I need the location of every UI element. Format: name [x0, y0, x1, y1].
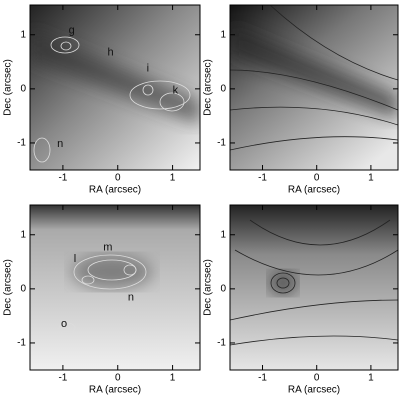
- x-tick-label: -1: [258, 373, 267, 384]
- annotation: m: [103, 242, 112, 254]
- annotation: l: [74, 253, 76, 265]
- x-tick-label: 0: [115, 173, 121, 184]
- y-tick-label: 1: [20, 229, 26, 240]
- y-tick-label: 1: [220, 29, 226, 40]
- annotation: o: [61, 318, 67, 330]
- x-tick-label: 0: [314, 373, 320, 384]
- y-tick-label: 0: [220, 283, 226, 294]
- y-tick-label: 0: [20, 283, 26, 294]
- y-axis-label: Dec (arcsec): [203, 259, 214, 316]
- annotation: n: [57, 138, 63, 150]
- y-tick-label: -1: [17, 138, 26, 149]
- y-tick-label: 0: [20, 83, 26, 94]
- image-panel: [30, 5, 200, 170]
- x-tick-label: 1: [368, 373, 374, 384]
- x-tick-label: -1: [58, 173, 67, 184]
- y-axis-label: Dec (arcsec): [3, 259, 14, 316]
- image-panel: [230, 5, 398, 170]
- annotation: i: [147, 63, 149, 75]
- annotation: g: [69, 24, 75, 36]
- x-tick-label: -1: [58, 373, 67, 384]
- x-tick-label: 1: [170, 373, 176, 384]
- y-tick-label: -1: [17, 338, 26, 349]
- x-axis-label: RA (arcsec): [288, 185, 340, 196]
- annotation: k: [173, 84, 179, 96]
- x-tick-label: 1: [170, 173, 176, 184]
- annotation: n: [128, 291, 134, 303]
- image-panel: [30, 205, 200, 370]
- y-tick-label: 1: [20, 29, 26, 40]
- y-axis-label: Dec (arcsec): [203, 59, 214, 116]
- x-tick-label: 1: [368, 173, 374, 184]
- image-panel: [230, 205, 398, 370]
- x-axis-label: RA (arcsec): [89, 185, 141, 196]
- plot-frame: [229, 4, 399, 171]
- x-tick-label: 0: [314, 173, 320, 184]
- annotation: h: [108, 47, 114, 59]
- x-tick-label: -1: [258, 173, 267, 184]
- y-tick-label: -1: [217, 338, 226, 349]
- y-tick-label: 0: [220, 83, 226, 94]
- x-tick-label: 0: [115, 373, 121, 384]
- y-tick-label: 1: [220, 229, 226, 240]
- plot-frame: [29, 204, 201, 371]
- x-axis-label: RA (arcsec): [288, 385, 340, 396]
- y-axis-label: Dec (arcsec): [3, 59, 14, 116]
- plot-frame: [29, 4, 201, 171]
- y-tick-label: -1: [217, 138, 226, 149]
- x-axis-label: RA (arcsec): [89, 385, 141, 396]
- plot-frame: [229, 204, 399, 371]
